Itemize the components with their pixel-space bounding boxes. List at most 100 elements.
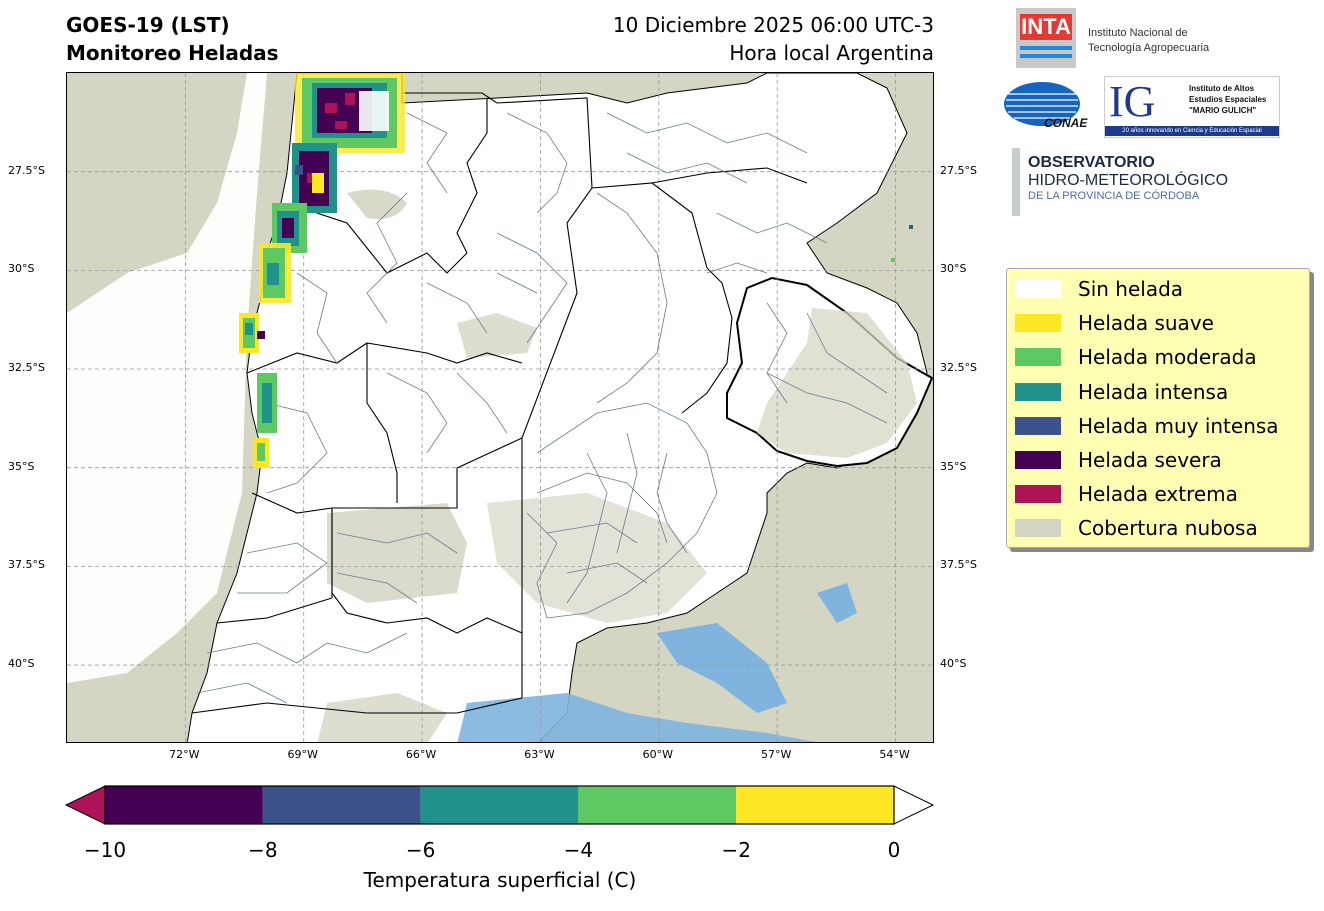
colorbar-over-extension [893, 785, 935, 825]
colorbar-segment [578, 786, 737, 824]
legend-label: Helada muy intensa [1078, 413, 1279, 438]
cloud-patch [347, 189, 407, 219]
legend-label: Helada moderada [1078, 345, 1257, 370]
lon-tick-label: 69°W [287, 748, 318, 761]
colorbar-label: Temperatura superficial (C) [363, 868, 637, 892]
province-boundaries [191, 73, 808, 714]
inta-name: Instituto Nacional de Tecnología Agropec… [1088, 26, 1209, 56]
lon-tick-label: 57°W [760, 748, 792, 761]
lon-tick-label: 63°W [524, 748, 555, 761]
legend-swatch [1015, 348, 1061, 367]
observatorio-line3: DE LA PROVINCIA DE CÓRDOBA [1028, 190, 1200, 202]
legend-swatch [1015, 519, 1061, 538]
legend-label: Helada severa [1078, 448, 1222, 472]
water-area [657, 623, 787, 713]
lon-tick-label: 60°W [642, 748, 673, 761]
colorbar-segment [736, 786, 894, 824]
ig-tagline: 20 años innovando en Ciencia y Educación… [1105, 126, 1279, 136]
clear-area-west [67, 73, 267, 683]
temperature-colorbar [64, 785, 935, 825]
timezone-label: Hora local Argentina [729, 41, 934, 65]
water-area [817, 583, 857, 623]
lat-tick-label-left: 27.5°S [8, 163, 45, 177]
legend-swatch [1015, 416, 1061, 435]
cloud-uruguay [757, 308, 917, 458]
conae-logo-mark: CONAE [1044, 116, 1088, 130]
frost-pixels [239, 73, 405, 468]
colorbar-segment [420, 786, 579, 824]
lat-tick-label-left: 37.5°S [8, 558, 45, 572]
legend-item: Helada severa [1015, 447, 1222, 473]
legend-item: Helada moderada [1015, 344, 1257, 370]
ig-name-line2: Estudios Espaciales [1189, 95, 1267, 104]
ig-logo: IG Instituto de Altos Estudios Espaciale… [1104, 76, 1280, 138]
frost-map [66, 72, 934, 743]
lat-tick-label-right: 35°S [940, 459, 967, 473]
frost-legend: Sin helada Helada suave Helada moderada Hel… [1006, 268, 1310, 548]
cloud-patch [317, 693, 447, 742]
cloud-patch [327, 503, 467, 603]
lat-tick-label-right: 27.5°S [940, 163, 977, 177]
lon-tick-label: 66°W [405, 748, 437, 761]
department-boundaries [196, 112, 888, 704]
colorbar-tick-label: −4 [563, 838, 594, 862]
inta-logo-mark: INTA [1020, 14, 1072, 40]
water-area [457, 693, 817, 742]
legend-item: Helada suave [1015, 310, 1214, 336]
legend-item: Cobertura nubosa [1015, 515, 1258, 541]
inta-name-line2: Tecnología Agropecuaria [1088, 42, 1210, 54]
ig-name: Instituto de Altos Estudios Espaciales "… [1189, 83, 1266, 116]
lon-tick-label: 54°W [879, 748, 910, 761]
colorbar-tick-label: −10 [83, 838, 127, 862]
legend-swatch [1015, 451, 1061, 469]
colorbar-tick-label: −6 [405, 838, 436, 862]
legend-item: Sin helada [1015, 276, 1183, 302]
observatorio-logo: OBSERVATORIO HIDRO-METEOROLÓGICO DE LA P… [1028, 154, 1228, 203]
conae-logo: CONAE [1004, 80, 1088, 132]
cloud-patch [487, 493, 707, 623]
legend-label: Cobertura nubosa [1078, 516, 1258, 541]
legend-label: Helada intensa [1078, 379, 1229, 404]
inta-logo: INTA [1016, 8, 1076, 68]
legend-label: Helada extrema [1078, 482, 1238, 507]
map-subtitle: Monitoreo Heladas [66, 41, 279, 65]
colorbar-tick-label: −8 [248, 838, 278, 862]
frost-pixel [891, 258, 895, 262]
legend-item: Helada muy intensa [1015, 413, 1279, 439]
cloud-patch [787, 533, 887, 613]
legend-item: Helada intensa [1015, 379, 1228, 405]
ig-name-line1: Instituto de Altos [1189, 84, 1255, 93]
observatorio-line1: OBSERVATORIO [1028, 154, 1155, 171]
legend-swatch [1015, 280, 1061, 298]
map-title: GOES-19 (LST) [66, 13, 230, 37]
ig-logo-mark: IG [1109, 77, 1156, 126]
lon-tick-label: 72°W [169, 748, 200, 761]
legend-swatch [1015, 485, 1061, 504]
observatorio-line2: HIDRO-METEOROLÓGICO [1028, 172, 1229, 189]
frost-pixel [909, 225, 913, 229]
lat-tick-label-right: 32.5°S [940, 361, 977, 375]
lat-tick-label-right: 40°S [940, 657, 967, 671]
colorbar-segment [262, 786, 421, 824]
lat-tick-label-left: 35°S [8, 459, 35, 473]
legend-label: Helada suave [1078, 311, 1214, 336]
colorbar-segment [105, 786, 263, 824]
inta-name-line1: Instituto Nacional de [1088, 27, 1188, 39]
legend-swatch [1015, 314, 1061, 333]
colorbar-under-extension [64, 785, 106, 825]
lat-tick-label-left: 30°S [8, 262, 35, 276]
colorbar-outline [104, 785, 895, 825]
datetime-label: 10 Diciembre 2025 06:00 UTC-3 [612, 13, 934, 37]
observatorio-bar [1012, 148, 1020, 216]
colorbar-tick-label: −2 [721, 838, 751, 862]
lat-tick-label-right: 37.5°S [940, 558, 977, 572]
legend-label: Sin helada [1078, 277, 1184, 301]
lat-tick-label-left: 32.5°S [8, 361, 45, 375]
colorbar-tick-label: 0 [887, 838, 901, 862]
cloud-patch [457, 313, 537, 358]
lat-tick-label-right: 30°S [940, 262, 967, 276]
legend-swatch [1015, 382, 1061, 401]
legend-item: Helada extrema [1015, 481, 1238, 507]
lat-tick-label-left: 40°S [8, 657, 35, 671]
ig-name-line3: "MARIO GULICH" [1189, 106, 1257, 115]
